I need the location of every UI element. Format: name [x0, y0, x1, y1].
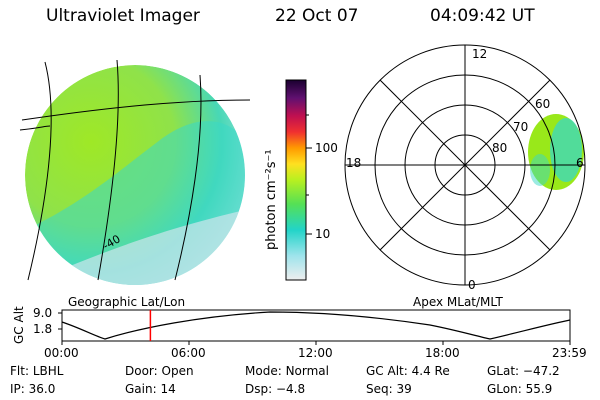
polar-lat-60: 60 — [535, 97, 551, 111]
altitude-xtick-1: 06:00 — [171, 346, 206, 360]
info-seq: Seq: 39 — [366, 382, 412, 396]
info-gc-alt: GC Alt: 4.4 Re — [366, 364, 450, 378]
polar-lat-70: 70 — [513, 120, 529, 134]
polar-aurora-image — [528, 114, 584, 190]
colorbar-tick-100: 100 — [315, 141, 338, 155]
altitude-xtick-2: 12:00 — [298, 346, 333, 360]
colorbar-tick-10: 10 — [315, 227, 331, 241]
instrument-title: Ultraviolet Imager — [46, 6, 200, 26]
info-gain: Gain: 14 — [125, 382, 176, 396]
info-glon: GLon: 55.9 — [487, 382, 553, 396]
colorbar — [285, 79, 307, 281]
altitude-axis-title: GC Alt — [12, 306, 26, 344]
colorbar-unit-label: photon cm⁻²s⁻¹ — [264, 149, 279, 250]
info-ip: IP: 36.0 — [10, 382, 56, 396]
altitude-xtick-0: 00:00 — [44, 346, 79, 360]
left-panel-caption: Geographic Lat/Lon — [68, 295, 186, 309]
polar-hour-12: 12 — [472, 47, 488, 61]
polar-hour-0: 0 — [468, 278, 476, 292]
polar-hour-18: 18 — [346, 156, 362, 170]
altitude-ytick-high: 9.0 — [33, 306, 53, 320]
altitude-xtick-4: 23:59 — [552, 346, 587, 360]
right-panel-caption: Apex MLat/MLT — [413, 295, 503, 309]
info-mode: Mode: Normal — [245, 364, 329, 378]
polar-diagonal-2 — [379, 79, 551, 251]
altitude-plot — [58, 309, 571, 345]
date-label: 22 Oct 07 — [275, 6, 359, 26]
info-dsp: Dsp: −4.8 — [245, 382, 306, 396]
geographic-grid — [19, 59, 251, 281]
polar-lat-80: 80 — [492, 141, 508, 155]
info-door: Door: Open — [125, 364, 194, 378]
polar-plot — [344, 44, 586, 286]
altitude-xtick-3: 18:00 — [425, 346, 460, 360]
info-flt: Flt: LBHL — [10, 364, 64, 378]
time-label: 04:09:42 UT — [430, 6, 535, 26]
altitude-ytick-low: 1.8 — [33, 322, 53, 336]
polar-hour-6: 6 — [576, 156, 584, 170]
earth-disk-image — [25, 65, 245, 285]
info-glat: GLat: −47.2 — [487, 364, 560, 378]
altitude-curve — [61, 311, 571, 340]
